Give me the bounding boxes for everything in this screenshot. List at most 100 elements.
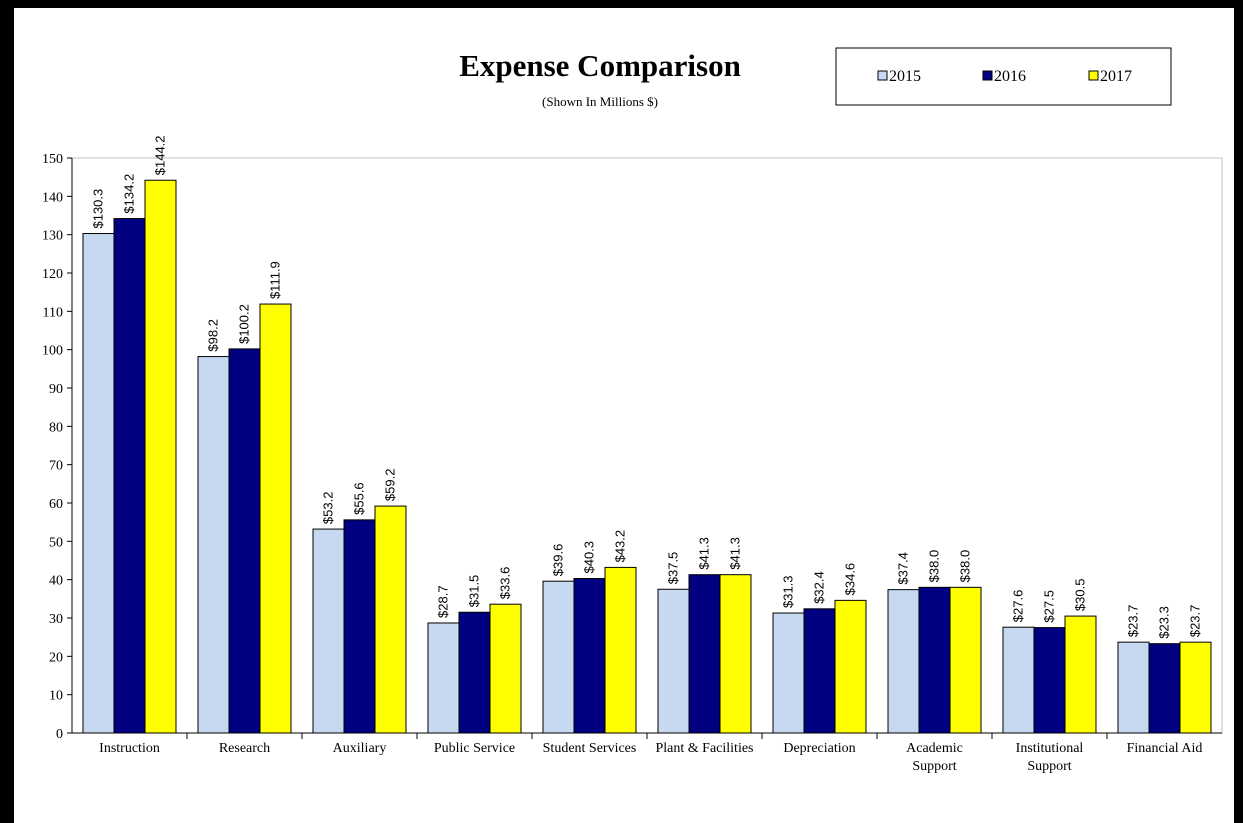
legend-label-2015: 2015 <box>889 68 921 85</box>
legend-swatch-2015 <box>877 70 888 81</box>
data-label: $34.6 <box>843 563 858 596</box>
category-label: Public Service <box>434 741 515 756</box>
data-label: $31.3 <box>781 575 796 608</box>
y-tick-label: 150 <box>42 152 63 167</box>
data-labels: $130.3 $134.2 $144.2 $98.2 $100.2 $111.9 $53.2… <box>91 135 1203 638</box>
y-tick-label: 50 <box>49 535 63 550</box>
data-label: $27.5 <box>1042 590 1057 623</box>
bars <box>82 179 1212 734</box>
data-label: $39.6 <box>551 544 566 577</box>
bar-2015 <box>427 622 460 734</box>
category-label: Student Services <box>543 741 637 756</box>
category-label: Support <box>912 759 956 774</box>
bar-2017 <box>489 603 522 734</box>
y-tick-label: 40 <box>49 574 63 589</box>
bar-2015 <box>542 580 575 734</box>
bar-2017 <box>1064 615 1097 734</box>
category-label: Depreciation <box>783 741 855 756</box>
data-label: $37.5 <box>666 552 681 585</box>
bar-2015 <box>1117 641 1150 734</box>
bar-2015 <box>82 233 115 734</box>
data-label: $55.6 <box>352 482 367 515</box>
bar-2016 <box>1148 643 1181 734</box>
category-label: Auxiliary <box>333 741 387 756</box>
data-label: $30.5 <box>1073 579 1088 612</box>
y-tick-label: 70 <box>49 459 63 474</box>
y-tick-label: 80 <box>49 420 63 435</box>
chart-frame: Expense Comparison (Shown In Millions $)… <box>14 8 1234 823</box>
bar-2016 <box>1033 627 1066 734</box>
data-label: $41.3 <box>728 537 743 570</box>
y-tick-label: 110 <box>43 305 63 320</box>
bar-2016 <box>803 608 836 734</box>
bar-2017 <box>144 179 177 734</box>
bar-2015 <box>1002 626 1035 734</box>
data-label: $98.2 <box>206 319 221 352</box>
category-label: Financial Aid <box>1127 741 1203 756</box>
bar-2016 <box>343 519 376 734</box>
bar-2015 <box>657 588 690 734</box>
y-tick-label: 120 <box>42 267 63 282</box>
data-label: $38.0 <box>927 550 942 583</box>
data-label: $31.5 <box>467 575 482 608</box>
y-tick-label: 30 <box>49 612 63 627</box>
data-label: $111.9 <box>268 261 283 299</box>
chart-subtitle: (Shown In Millions $) <box>542 94 658 109</box>
y-tick-label: 140 <box>42 190 63 205</box>
bar-2016 <box>458 611 491 734</box>
data-label: $33.6 <box>498 567 513 600</box>
data-label: $59.2 <box>383 469 398 502</box>
data-label: $23.7 <box>1126 605 1141 638</box>
bar-2016 <box>573 578 606 734</box>
data-label: $144.2 <box>153 135 168 175</box>
legend-label-2017: 2017 <box>1100 68 1132 85</box>
data-label: $130.3 <box>91 189 106 229</box>
data-label: $134.2 <box>122 174 137 214</box>
data-label: $40.3 <box>582 541 597 574</box>
data-label: $32.4 <box>812 571 827 604</box>
y-tick-label: 0 <box>56 727 63 742</box>
expense-chart: Expense Comparison (Shown In Millions $)… <box>42 47 1223 774</box>
bar-2016 <box>113 218 146 734</box>
y-tick-label: 100 <box>42 344 63 359</box>
bar-2015 <box>772 612 805 734</box>
chart-title: Expense Comparison <box>459 48 741 83</box>
y-tick-label: 10 <box>49 689 63 704</box>
bar-2016 <box>228 348 261 734</box>
y-tick-label: 60 <box>49 497 63 512</box>
legend: 2015 2016 2017 <box>835 47 1172 106</box>
legend-swatch-2017 <box>1088 70 1099 81</box>
category-labels: Instruction Research Auxiliary Public Servi… <box>99 733 1202 774</box>
data-label: $100.2 <box>237 304 252 344</box>
bar-2016 <box>918 586 951 734</box>
data-label: $37.4 <box>896 552 911 585</box>
bar-2017 <box>719 574 752 734</box>
bar-2017 <box>1179 641 1212 734</box>
data-label: $23.3 <box>1157 606 1172 639</box>
data-label: $27.6 <box>1011 590 1026 623</box>
legend-swatch-2016 <box>982 70 993 81</box>
bar-2017 <box>949 586 982 734</box>
data-label: $43.2 <box>613 530 628 563</box>
bar-2017 <box>259 303 292 734</box>
y-tick-label: 130 <box>42 229 63 244</box>
category-label: Plant & Facilities <box>656 741 754 756</box>
legend-label-2016: 2016 <box>994 68 1026 85</box>
bar-2015 <box>887 589 920 734</box>
bar-2017 <box>834 599 867 734</box>
category-label: Institutional <box>1016 741 1084 756</box>
category-label: Academic <box>906 741 963 756</box>
category-label: Instruction <box>99 741 160 756</box>
bar-2015 <box>197 356 230 734</box>
data-label: $38.0 <box>958 550 973 583</box>
category-label: Support <box>1027 759 1071 774</box>
data-label: $28.7 <box>436 585 451 618</box>
y-tick-label: 20 <box>49 650 63 665</box>
bar-2017 <box>374 505 407 734</box>
legend-box <box>835 47 1172 106</box>
y-tick-label: 90 <box>49 382 63 397</box>
data-label: $53.2 <box>321 492 336 525</box>
bar-2016 <box>688 574 721 734</box>
data-label: $23.7 <box>1188 605 1203 638</box>
category-label: Research <box>219 741 270 756</box>
